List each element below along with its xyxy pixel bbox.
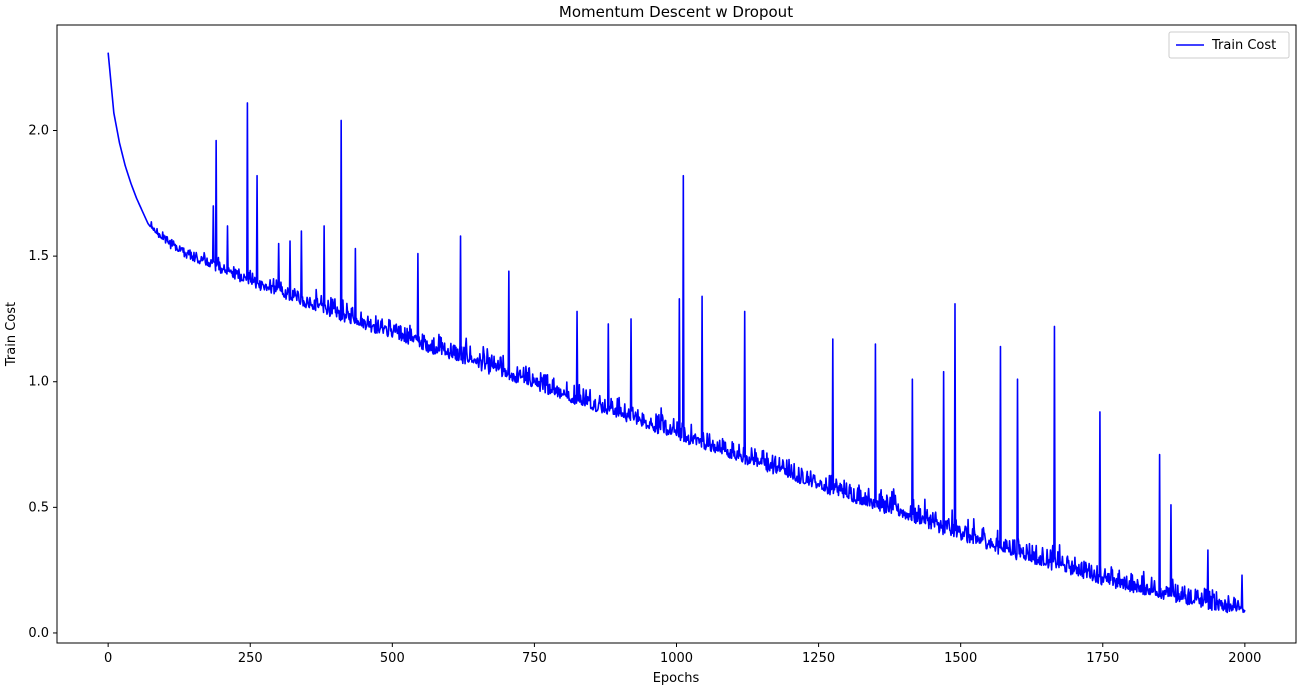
x-tick-label: 1500 <box>944 651 977 666</box>
y-tick-label: 2.0 <box>28 124 49 139</box>
series-line-train-cost <box>107 52 1246 614</box>
y-tick-label: 1.5 <box>28 249 49 264</box>
x-tick-label: 250 <box>238 651 263 666</box>
y-axis-label: Train Cost <box>4 302 19 367</box>
legend-box <box>1168 31 1290 59</box>
y-tick-label: 0.5 <box>28 500 49 515</box>
x-tick-label: 2000 <box>1228 651 1261 666</box>
y-tick-label: 1.0 <box>28 375 49 390</box>
x-tick-label: 1250 <box>802 651 835 666</box>
legend-label-train-cost: Train Cost <box>1211 38 1276 53</box>
x-tick-label: 750 <box>522 651 547 666</box>
plot-area <box>107 52 1246 614</box>
y-tick-label: 0.0 <box>28 626 49 641</box>
plot-frame <box>56 24 1297 644</box>
chart-title: Momentum Descent w Dropout <box>559 3 793 21</box>
y-axis-ticks: 0.0 0.5 1.0 1.5 2.0 <box>28 124 57 641</box>
x-tick-label: 1750 <box>1086 651 1119 666</box>
x-axis-label: Epochs <box>653 671 700 686</box>
x-tick-label: 500 <box>380 651 405 666</box>
x-tick-label: 0 <box>104 651 112 666</box>
legend: Train Cost <box>1168 31 1290 59</box>
x-axis-ticks: 0 250 500 750 1000 1250 1500 1750 2000 <box>104 643 1261 666</box>
x-tick-label: 1000 <box>660 651 693 666</box>
